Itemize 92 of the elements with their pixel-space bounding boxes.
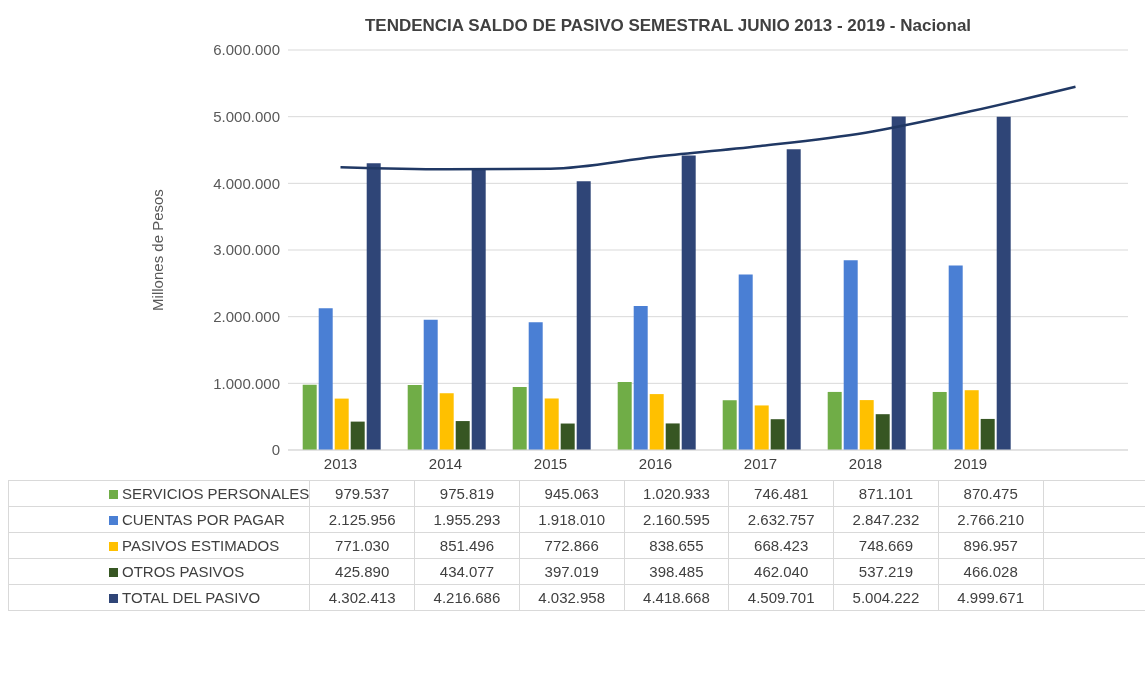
bar (964, 390, 979, 450)
y-tick-label: 2.000.000 (213, 307, 280, 325)
data-label: 4.032.958 (519, 584, 625, 611)
x-tick-label: 2016 (638, 454, 673, 472)
data-label: 1.020.933 (624, 480, 729, 507)
bar (770, 419, 785, 450)
bar (980, 418, 995, 450)
bar (455, 421, 470, 450)
bar (722, 400, 737, 450)
data-label: 398.485 (624, 558, 729, 585)
legend-label: PASIVOS ESTIMADOS (8, 532, 310, 559)
data-label: 870.475 (938, 480, 1044, 507)
bar (843, 260, 858, 450)
data-label: 851.496 (414, 532, 520, 559)
data-label: 896.957 (938, 532, 1044, 559)
x-tick-label: 2018 (848, 454, 883, 472)
data-label: 397.019 (519, 558, 625, 585)
data-label: 1.918.010 (519, 506, 625, 533)
data-label: 5.004.222 (833, 584, 939, 611)
bar (996, 116, 1011, 450)
bar (334, 398, 349, 450)
data-label: 2.160.595 (624, 506, 729, 533)
bar (827, 391, 842, 450)
bar (366, 163, 381, 450)
bar (649, 394, 664, 450)
y-axis-title: Millones de Pesos (149, 189, 167, 311)
bar (681, 155, 696, 450)
data-label: 772.866 (519, 532, 625, 559)
data-label: 2.125.956 (309, 506, 415, 533)
data-label: 2.847.232 (833, 506, 939, 533)
data-label: 462.040 (728, 558, 834, 585)
x-tick-label: 2017 (743, 454, 778, 472)
bar (528, 322, 543, 450)
data-label: 434.077 (414, 558, 520, 585)
data-label: 2.632.757 (728, 506, 834, 533)
bar (859, 400, 874, 450)
y-tick-label: 5.000.000 (213, 107, 280, 125)
data-label: 979.537 (309, 480, 415, 507)
data-label: 4.509.701 (728, 584, 834, 611)
y-tick-label: 3.000.000 (213, 241, 280, 259)
bar (875, 414, 890, 450)
data-label: 4.418.668 (624, 584, 729, 611)
data-label: 4.216.686 (414, 584, 520, 611)
x-tick-label: 2013 (323, 454, 358, 472)
bar (318, 308, 333, 450)
y-tick-label: 4.000.000 (213, 174, 280, 192)
data-label: 1.955.293 (414, 506, 520, 533)
data-label: 4.999.671 (938, 584, 1044, 611)
data-label: 871.101 (833, 480, 939, 507)
bar (439, 393, 454, 450)
bar (617, 381, 632, 450)
data-label: 975.819 (414, 480, 520, 507)
bar (544, 398, 559, 450)
y-tick-label: 0 (271, 441, 280, 459)
bar (665, 423, 680, 450)
data-label: 771.030 (309, 532, 415, 559)
bar (948, 265, 963, 450)
bar (407, 384, 422, 450)
bar (932, 391, 947, 450)
data-label: 668.423 (728, 532, 834, 559)
data-label: 425.890 (309, 558, 415, 585)
legend-label: OTROS PASIVOS (8, 558, 310, 585)
bar (302, 384, 317, 450)
x-tick-label: 2019 (953, 454, 988, 472)
chart-title: TENDENCIA SALDO DE PASIVO SEMESTRAL JUNIO 2013 - 2019 - Nacional (363, 15, 973, 37)
bar (738, 274, 753, 450)
x-tick-label: 2015 (533, 454, 568, 472)
data-label: 838.655 (624, 532, 729, 559)
bar (754, 405, 769, 450)
bar (471, 168, 486, 450)
data-label: 746.481 (728, 480, 834, 507)
x-tick-label: 2014 (428, 454, 463, 472)
bar (786, 149, 801, 450)
bar (891, 116, 906, 450)
data-label: 537.219 (833, 558, 939, 585)
legend-label: TOTAL DEL PASIVO (8, 584, 310, 611)
bar (512, 387, 527, 450)
bar (576, 181, 591, 450)
data-label: 945.063 (519, 480, 625, 507)
data-label: 466.028 (938, 558, 1044, 585)
data-label: 2.766.210 (938, 506, 1044, 533)
data-label: 748.669 (833, 532, 939, 559)
line-series (339, 85, 1077, 171)
bar (350, 421, 365, 450)
legend-label: SERVICIOS PERSONALES (8, 480, 310, 507)
data-label: 4.302.413 (309, 584, 415, 611)
bar (633, 305, 648, 450)
y-tick-label: 1.000.000 (213, 374, 280, 392)
y-tick-label: 6.000.000 (213, 41, 280, 59)
bar (560, 423, 575, 450)
bar (423, 319, 438, 450)
legend-label: CUENTAS POR PAGAR (8, 506, 310, 533)
